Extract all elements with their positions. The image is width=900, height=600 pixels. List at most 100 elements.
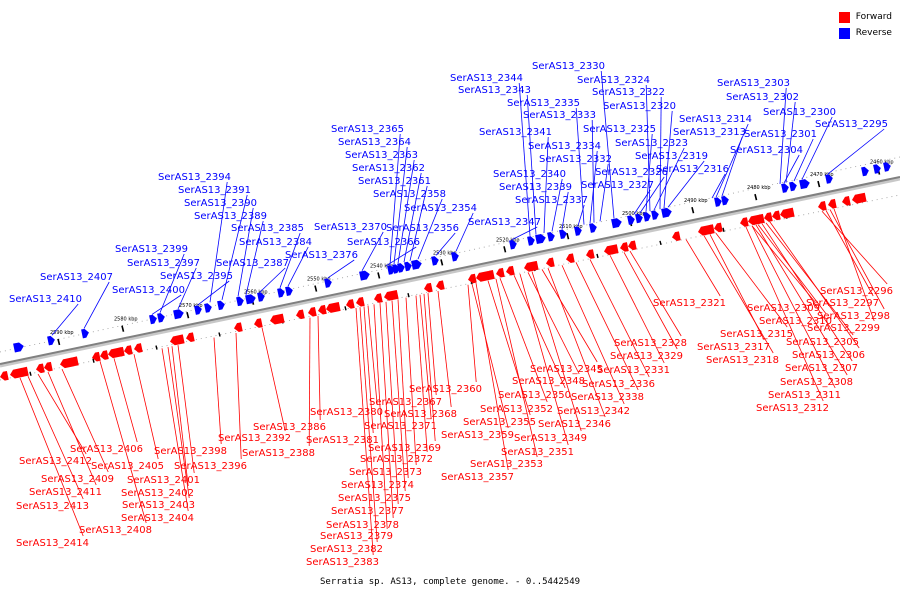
forward-gene-arrow[interactable] <box>495 267 505 278</box>
gene-label[interactable]: SerAS13_2301 <box>744 129 817 140</box>
gene-label[interactable]: SerAS13_2317 <box>697 342 770 353</box>
reverse-gene-arrow[interactable] <box>157 312 166 323</box>
forward-gene-arrow[interactable] <box>619 242 629 252</box>
gene-label[interactable]: SerAS13_2370 <box>314 222 387 233</box>
reverse-gene-arrow[interactable] <box>277 287 286 298</box>
reverse-gene-arrow[interactable] <box>559 229 568 240</box>
reverse-gene-arrow[interactable] <box>799 178 811 190</box>
reverse-gene-arrow[interactable] <box>204 303 213 313</box>
gene-label[interactable]: SerAS13_2405 <box>91 461 164 472</box>
gene-label[interactable]: SerAS13_2305 <box>786 337 859 348</box>
gene-label[interactable]: SerAS13_2356 <box>386 223 459 234</box>
forward-gene-arrow[interactable] <box>123 345 133 355</box>
forward-gene-arrow[interactable] <box>9 367 25 380</box>
forward-gene-arrow[interactable] <box>345 299 355 309</box>
gene-label[interactable]: SerAS13_2372 <box>360 454 433 465</box>
gene-label[interactable]: SerAS13_2350 <box>498 390 571 401</box>
forward-gene-arrow[interactable] <box>545 257 555 268</box>
forward-gene-arrow[interactable] <box>325 302 341 314</box>
gene-label[interactable]: SerAS13_2333 <box>523 110 596 121</box>
gene-label[interactable]: SerAS13_2324 <box>577 75 650 86</box>
forward-gene-arrow[interactable] <box>423 282 433 293</box>
gene-label[interactable]: SerAS13_2392 <box>218 433 291 444</box>
gene-label[interactable]: SerAS13_2303 <box>717 78 790 89</box>
forward-gene-arrow[interactable] <box>485 269 495 280</box>
reverse-gene-arrow[interactable] <box>589 223 598 233</box>
gene-label[interactable]: SerAS13_2379 <box>320 531 393 542</box>
gene-label[interactable]: SerAS13_2325 <box>583 124 656 135</box>
gene-label[interactable]: SerAS13_2394 <box>158 172 231 183</box>
gene-label[interactable]: SerAS13_2367 <box>369 397 442 408</box>
gene-label[interactable]: SerAS13_2355 <box>463 417 536 428</box>
forward-gene-arrow[interactable] <box>755 213 765 224</box>
forward-gene-arrow[interactable] <box>705 224 715 234</box>
forward-gene-arrow[interactable] <box>169 334 185 346</box>
gene-label[interactable]: SerAS13_2315 <box>720 329 793 340</box>
forward-gene-arrow[interactable] <box>69 356 79 367</box>
reverse-gene-arrow[interactable] <box>547 231 556 242</box>
gene-label[interactable]: SerAS13_2310 <box>759 316 832 327</box>
gene-label[interactable]: SerAS13_2328 <box>614 338 687 349</box>
gene-label[interactable]: SerAS13_2329 <box>610 351 683 362</box>
gene-label[interactable]: SerAS13_2347 <box>468 217 541 228</box>
gene-label[interactable]: SerAS13_2361 <box>358 176 431 187</box>
forward-gene-arrow[interactable] <box>59 357 75 369</box>
gene-label[interactable]: SerAS13_2336 <box>582 379 655 390</box>
reverse-gene-arrow[interactable] <box>781 183 790 193</box>
forward-gene-arrow[interactable] <box>523 260 539 273</box>
gene-label[interactable]: SerAS13_2374 <box>341 480 414 491</box>
forward-gene-arrow[interactable] <box>603 244 619 256</box>
reverse-gene-arrow[interactable] <box>574 226 583 236</box>
reverse-gene-arrow[interactable] <box>789 181 798 192</box>
reverse-gene-arrow[interactable] <box>397 262 406 273</box>
gene-label[interactable]: SerAS13_2403 <box>122 500 195 511</box>
forward-gene-arrow[interactable] <box>253 318 263 328</box>
gene-label[interactable]: SerAS13_2318 <box>706 355 779 366</box>
reverse-gene-arrow[interactable] <box>324 278 333 288</box>
gene-label[interactable]: SerAS13_2295 <box>815 119 888 130</box>
forward-gene-arrow[interactable] <box>739 217 749 227</box>
gene-label[interactable]: SerAS13_2331 <box>597 365 670 376</box>
gene-label[interactable]: SerAS13_2384 <box>239 237 312 248</box>
gene-label[interactable]: SerAS13_2340 <box>493 169 566 180</box>
gene-label[interactable]: SerAS13_2306 <box>792 350 865 361</box>
forward-gene-arrow[interactable] <box>91 351 101 362</box>
reverse-gene-arrow[interactable] <box>411 259 423 270</box>
gene-label[interactable]: SerAS13_2408 <box>79 525 152 536</box>
reverse-gene-arrow[interactable] <box>825 174 834 184</box>
forward-gene-arrow[interactable] <box>779 207 795 220</box>
gene-label[interactable]: SerAS13_2412 <box>19 456 92 467</box>
gene-label[interactable]: SerAS13_2314 <box>679 114 752 125</box>
reverse-gene-arrow[interactable] <box>173 308 185 320</box>
gene-label[interactable]: SerAS13_2342 <box>557 406 630 417</box>
gene-label[interactable]: SerAS13_2404 <box>121 513 194 524</box>
reverse-gene-arrow[interactable] <box>714 197 723 207</box>
gene-label[interactable]: SerAS13_2339 <box>499 182 572 193</box>
reverse-gene-arrow[interactable] <box>883 161 892 172</box>
gene-label[interactable]: SerAS13_2395 <box>160 271 233 282</box>
gene-label[interactable]: SerAS13_2296 <box>820 286 893 297</box>
forward-gene-arrow[interactable] <box>467 273 477 284</box>
forward-gene-arrow[interactable] <box>505 265 515 276</box>
gene-label[interactable]: SerAS13_2375 <box>338 493 411 504</box>
gene-label[interactable]: SerAS13_2398 <box>154 446 227 457</box>
gene-label[interactable]: SerAS13_2335 <box>507 98 580 109</box>
gene-label[interactable]: SerAS13_2302 <box>726 92 799 103</box>
gene-label[interactable]: SerAS13_2390 <box>184 198 257 209</box>
gene-label[interactable]: SerAS13_2354 <box>404 203 477 214</box>
forward-gene-arrow[interactable] <box>383 289 399 302</box>
forward-gene-arrow[interactable] <box>19 366 29 377</box>
forward-gene-arrow[interactable] <box>355 296 365 307</box>
reverse-gene-arrow[interactable] <box>509 239 518 250</box>
gene-label[interactable]: SerAS13_2297 <box>806 298 879 309</box>
reverse-gene-arrow[interactable] <box>627 215 636 225</box>
reverse-gene-arrow[interactable] <box>285 286 294 296</box>
reverse-gene-arrow[interactable] <box>643 211 652 222</box>
forward-gene-arrow[interactable] <box>295 309 305 320</box>
gene-label[interactable]: SerAS13_2326 <box>595 167 668 178</box>
forward-gene-arrow[interactable] <box>307 306 317 317</box>
gene-label[interactable]: SerAS13_2358 <box>373 189 446 200</box>
forward-gene-arrow[interactable] <box>435 280 445 291</box>
gene-label[interactable]: SerAS13_2399 <box>115 244 188 255</box>
gene-label[interactable]: SerAS13_2364 <box>338 137 411 148</box>
